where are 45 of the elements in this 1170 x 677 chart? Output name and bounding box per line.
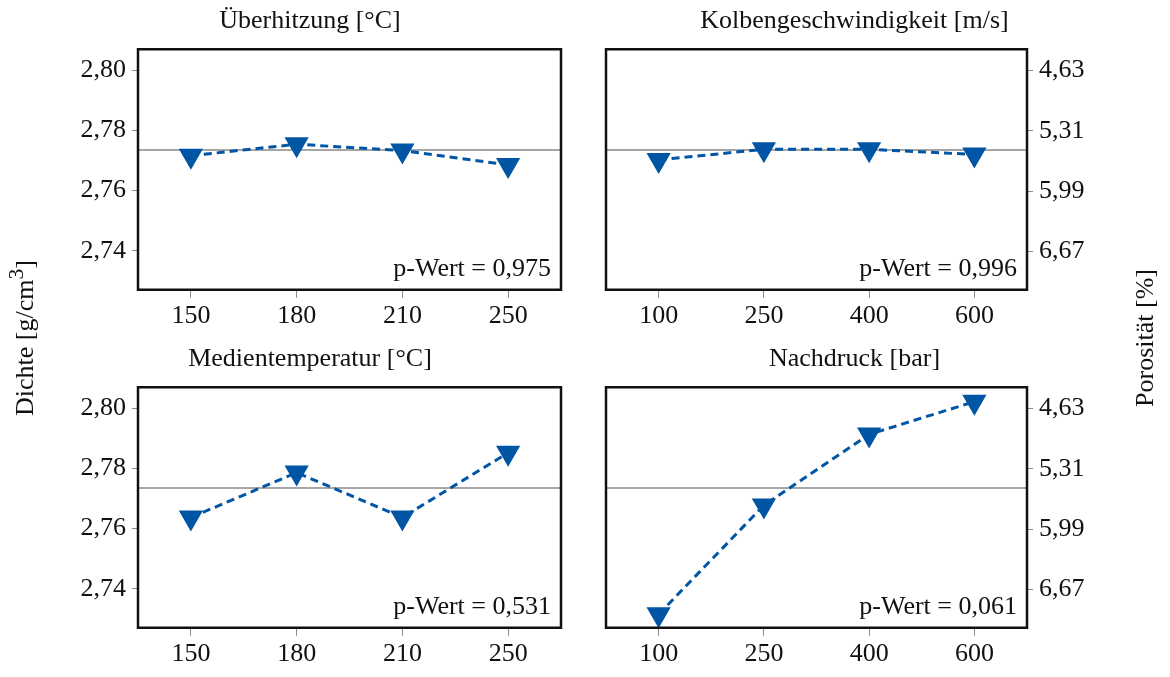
y-tick-label: 2,74: [80, 572, 126, 602]
y2-tick-label: 5,31: [1039, 452, 1085, 482]
y-tick-label: 2,78: [80, 452, 126, 482]
point: [963, 394, 986, 415]
x-tick-label: 600: [954, 300, 994, 330]
y2-tick-label: 4,63: [1039, 392, 1085, 422]
annotation: p-Wert = 0,531: [393, 590, 551, 620]
y2-axis-title: Porosität [%]: [1130, 269, 1160, 407]
annotation: p-Wert = 0,996: [859, 252, 1017, 282]
y-tick-label: 2,80: [80, 54, 126, 84]
y2-tick-label: 5,99: [1039, 175, 1085, 205]
chart-title: Nachdruck [bar]: [768, 343, 941, 373]
point: [858, 427, 881, 447]
x-tick-label: 250: [488, 300, 528, 330]
x-tick-label: 100: [639, 300, 679, 330]
x-tick-label: 150: [171, 300, 211, 330]
x-tick-label: 600: [954, 638, 994, 668]
x-tick-label: 250: [744, 300, 784, 330]
x-tick-label: 180: [277, 300, 317, 330]
y-tick-label: 2,80: [80, 392, 126, 422]
y-tick-label: 2,78: [80, 114, 126, 144]
annotation: p-Wert = 0,975: [393, 252, 551, 282]
y2-tick-label: 5,99: [1039, 513, 1085, 543]
y-tick-label: 2,74: [80, 234, 126, 264]
point: [647, 607, 670, 627]
y2-tick-label: 6,67: [1039, 573, 1085, 603]
point: [752, 498, 775, 518]
chart-title: Überhitzung [°C]: [219, 5, 401, 35]
y2-tick-label: 4,63: [1039, 54, 1085, 84]
x-tick-label: 150: [171, 638, 211, 668]
x-tick-label: 400: [849, 638, 889, 668]
y-tick-label: 2,76: [80, 174, 126, 204]
y-tick-label: 2,76: [80, 512, 126, 542]
chart-title: Medientemperatur [°C]: [188, 343, 432, 373]
x-tick-label: 210: [382, 300, 422, 330]
y2-tick-label: 5,31: [1039, 114, 1085, 144]
x-tick-label: 250: [488, 638, 528, 668]
annotation: p-Wert = 0,061: [859, 590, 1017, 620]
chart-title: Kolbengeschwindigkeit [m/s]: [700, 5, 1009, 35]
x-tick-label: 210: [382, 638, 422, 668]
x-tick-label: 250: [744, 638, 784, 668]
x-tick-label: 180: [277, 638, 317, 668]
y2-tick-label: 6,67: [1039, 235, 1085, 265]
x-tick-label: 100: [639, 638, 679, 668]
x-tick-label: 400: [849, 300, 889, 330]
